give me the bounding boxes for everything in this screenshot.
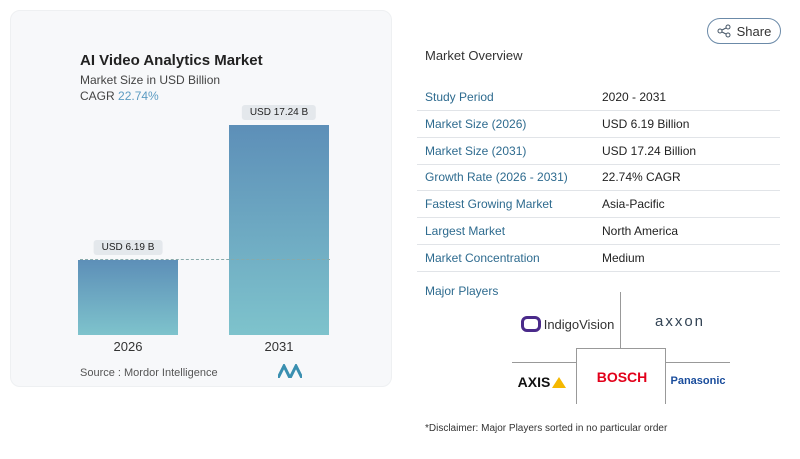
cagr-label: CAGR [80, 89, 115, 103]
row-label: Market Size (2031) [425, 143, 527, 158]
row-label: Study Period [425, 90, 494, 104]
row-value: Medium [602, 250, 645, 265]
overview-row: Market Concentration Medium [417, 245, 780, 272]
overview-row: Fastest Growing Market Asia-Pacific [417, 191, 780, 219]
row-value: USD 17.24 Billion [602, 143, 697, 158]
logo-bosch: BOSCH [596, 369, 648, 385]
disclaimer: *Disclaimer: Major Players sorted in no … [425, 423, 668, 434]
logo-axis: AXIS [512, 372, 572, 392]
source: Source : Mordor Intelligence [80, 367, 218, 379]
row-label: Market Concentration [425, 250, 540, 265]
x-tick-label: 2031 [264, 339, 294, 354]
x-tick-label: 2026 [113, 339, 143, 354]
row-value: Asia-Pacific [602, 197, 665, 212]
bar-2031 [229, 125, 329, 335]
row-label: Fastest Growing Market [425, 197, 553, 212]
share-icon [717, 24, 731, 38]
mordor-logo-icon [278, 364, 302, 378]
row-label: Market Size (2026) [425, 116, 527, 131]
share-button[interactable]: Share [707, 18, 781, 44]
share-label: Share [736, 23, 772, 39]
overview-row: Largest Market North America [417, 218, 780, 245]
overview-row: Market Size (2031) USD 17.24 Billion [417, 138, 780, 165]
row-value: North America [602, 224, 679, 238]
data-label: USD 6.19 B [93, 239, 163, 255]
row-value: 2020 - 2031 [602, 90, 667, 104]
major-players-label: Major Players [425, 284, 499, 298]
logo-indigovision: IndigoVision [520, 310, 615, 338]
overview-row: Market Size (2026) USD 6.19 Billion [417, 111, 780, 138]
chart-subtitle: Market Size in USD Billion [80, 73, 221, 87]
overview-title: Market Overview [425, 48, 523, 63]
logo-panasonic: Panasonic [670, 375, 726, 387]
row-value: USD 6.19 Billion [602, 116, 690, 131]
data-label: USD 17.24 B [241, 105, 317, 120]
row-value: 22.74% CAGR [602, 170, 681, 185]
reference-line [80, 259, 330, 260]
chart-title: AI Video Analytics Market [80, 52, 263, 69]
overview-row: Growth Rate (2026 - 2031) 22.74% CAGR [417, 164, 780, 192]
overview-row: Study Period 2020 - 2031 [417, 84, 780, 111]
cagr: CAGR 22.74% [80, 89, 159, 103]
row-label: Largest Market [425, 224, 506, 238]
cagr-value: 22.74% [118, 89, 159, 103]
row-label: Growth Rate (2026 - 2031) [425, 170, 568, 185]
bar-2026 [78, 259, 178, 335]
logo-axxon: axxon [654, 312, 706, 330]
